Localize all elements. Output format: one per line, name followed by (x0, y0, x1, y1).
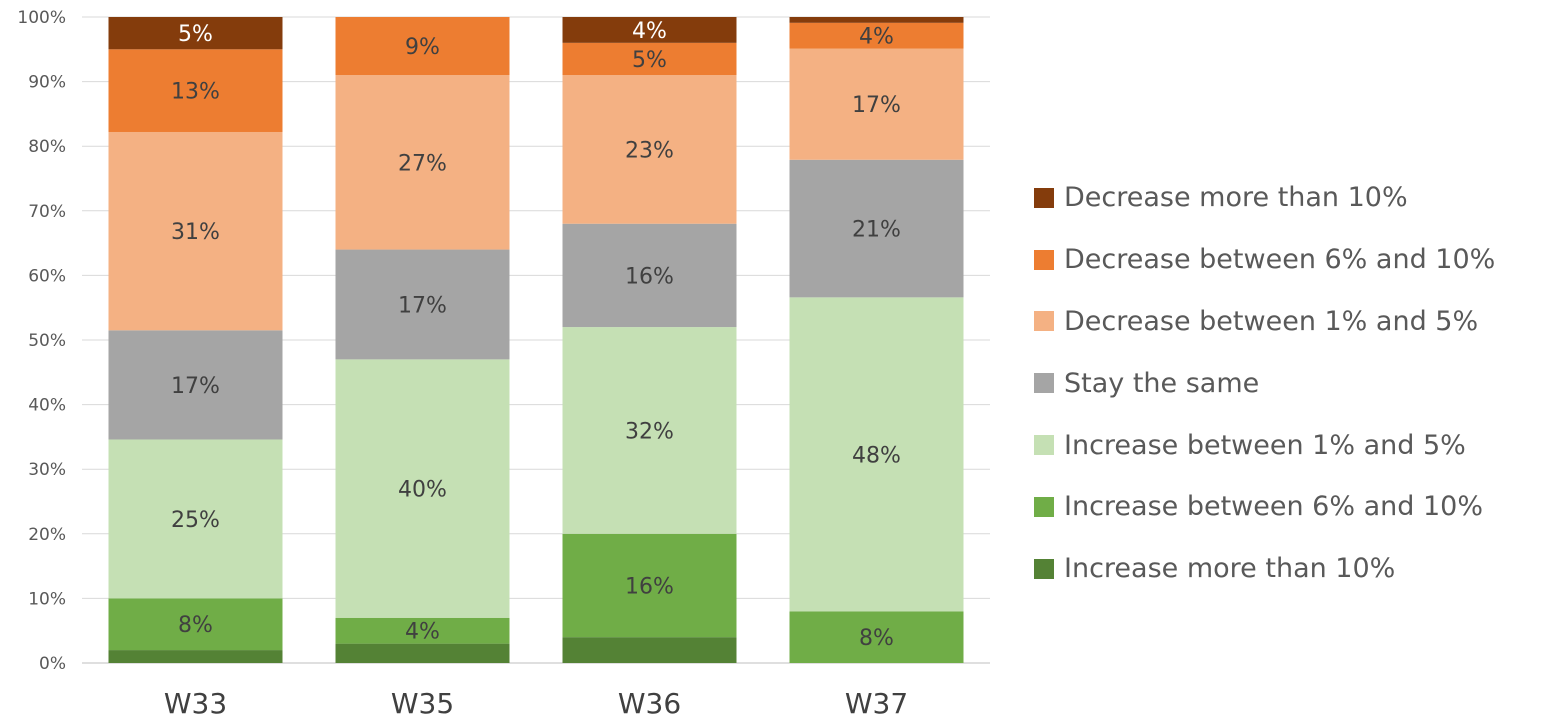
legend-label: Decrease between 1% and 5% (1064, 305, 1479, 337)
legend-item: Decrease more than 10% (1034, 167, 1554, 229)
bar-segment (108, 439, 283, 599)
legend-item: Increase more than 10% (1034, 538, 1554, 600)
bar-segment (562, 327, 737, 534)
legend-swatch (1034, 249, 1054, 270)
legend-label: Increase between 6% and 10% (1064, 491, 1483, 523)
bar-segment (562, 223, 737, 328)
data-label: 23% (625, 138, 674, 163)
bar-segment (108, 131, 283, 331)
bar-segment (789, 48, 964, 160)
data-label: 16% (625, 264, 674, 289)
legend: Decrease more than 10% Decrease between 6… (1034, 167, 1554, 600)
y-tick-label: 50% (28, 331, 66, 351)
data-label: 5% (632, 48, 667, 73)
data-label: 9% (405, 35, 440, 60)
data-label: 4% (632, 19, 667, 44)
y-tick-label: 40% (28, 396, 66, 416)
legend-item: Decrease between 1% and 5% (1034, 291, 1554, 353)
legend-label: Decrease between 6% and 10% (1064, 244, 1496, 276)
data-label: 31% (171, 220, 220, 245)
y-tick-label: 20% (28, 525, 66, 545)
bar-segment (562, 17, 737, 43)
bar-segment (562, 637, 737, 663)
stacked-bar-chart: 0% 10% 20% 30% 40% 50% 60% 70% 80% 90% 100% 8% 25% 1… (17, 8, 990, 720)
x-tick-label: W35 (391, 687, 454, 720)
x-tick-label: W37 (845, 687, 908, 720)
x-axis: W33 W35 W36 W37 (164, 687, 908, 720)
legend-label: Increase between 1% and 5% (1064, 429, 1466, 461)
data-label: 16% (625, 574, 674, 599)
data-label: 5% (178, 22, 213, 47)
x-tick-label: W36 (618, 687, 681, 720)
bar-segment (335, 75, 510, 250)
bar-segment (335, 249, 510, 360)
bar-segment (335, 359, 510, 618)
y-tick-label: 90% (28, 73, 66, 93)
data-label: 21% (852, 218, 901, 243)
data-label: 8% (859, 626, 894, 651)
legend-swatch (1034, 558, 1054, 579)
data-label: 25% (171, 508, 220, 533)
bar-segment (335, 643, 510, 663)
bars (108, 17, 964, 663)
bar-segment (562, 533, 737, 638)
legend-item: Decrease between 6% and 10% (1034, 229, 1554, 291)
data-label: 48% (852, 443, 901, 468)
y-tick-label: 0% (39, 654, 66, 674)
y-tick-label: 10% (28, 589, 66, 609)
y-tick-label: 60% (28, 266, 66, 286)
legend-swatch (1034, 435, 1054, 456)
data-label: 17% (171, 374, 220, 399)
data-label: 27% (398, 151, 447, 176)
x-tick-label: W33 (164, 687, 227, 720)
legend-label: Decrease more than 10% (1064, 182, 1408, 214)
bar-segment (108, 330, 283, 440)
bar-segment (108, 17, 283, 50)
bar-segment (562, 75, 737, 224)
data-label: 17% (852, 93, 901, 118)
bar-segment (335, 17, 510, 76)
legend-swatch (1034, 496, 1054, 517)
data-label: 17% (398, 293, 447, 318)
data-label: 13% (171, 80, 220, 105)
legend-item: Stay the same (1034, 352, 1554, 414)
bar-segment (562, 42, 737, 76)
data-label: 32% (625, 419, 674, 444)
bar-segment (789, 297, 964, 612)
legend-label: Stay the same (1064, 367, 1260, 399)
bar-segment (789, 611, 964, 663)
legend-label: Increase more than 10% (1064, 553, 1396, 585)
y-tick-label: 70% (28, 202, 66, 222)
bar-segment (108, 598, 283, 651)
legend-swatch (1034, 187, 1054, 208)
y-tick-label: 30% (28, 460, 66, 480)
data-label: 4% (405, 620, 440, 645)
bar-segment (789, 17, 964, 23)
bar-segment (108, 650, 283, 663)
y-tick-label: 80% (28, 137, 66, 157)
y-axis: 0% 10% 20% 30% 40% 50% 60% 70% 80% 90% 100% (17, 8, 66, 674)
bar-segment (335, 617, 510, 644)
legend-swatch (1034, 311, 1054, 332)
bar-segment (789, 22, 964, 49)
legend-item: Increase between 1% and 5% (1034, 414, 1554, 476)
data-label: 40% (398, 478, 447, 503)
legend-swatch (1034, 373, 1054, 394)
legend-item: Increase between 6% and 10% (1034, 476, 1554, 538)
data-label: 8% (178, 613, 213, 638)
bar-segment (108, 49, 283, 132)
y-tick-label: 100% (17, 8, 66, 28)
data-label: 4% (859, 25, 894, 50)
bar-segment (789, 159, 964, 298)
data-labels: 8% 25% 17% 31% 13% 5% 4% 40% 17% 27% 9% 16% 32% 16% 23… (171, 19, 901, 651)
